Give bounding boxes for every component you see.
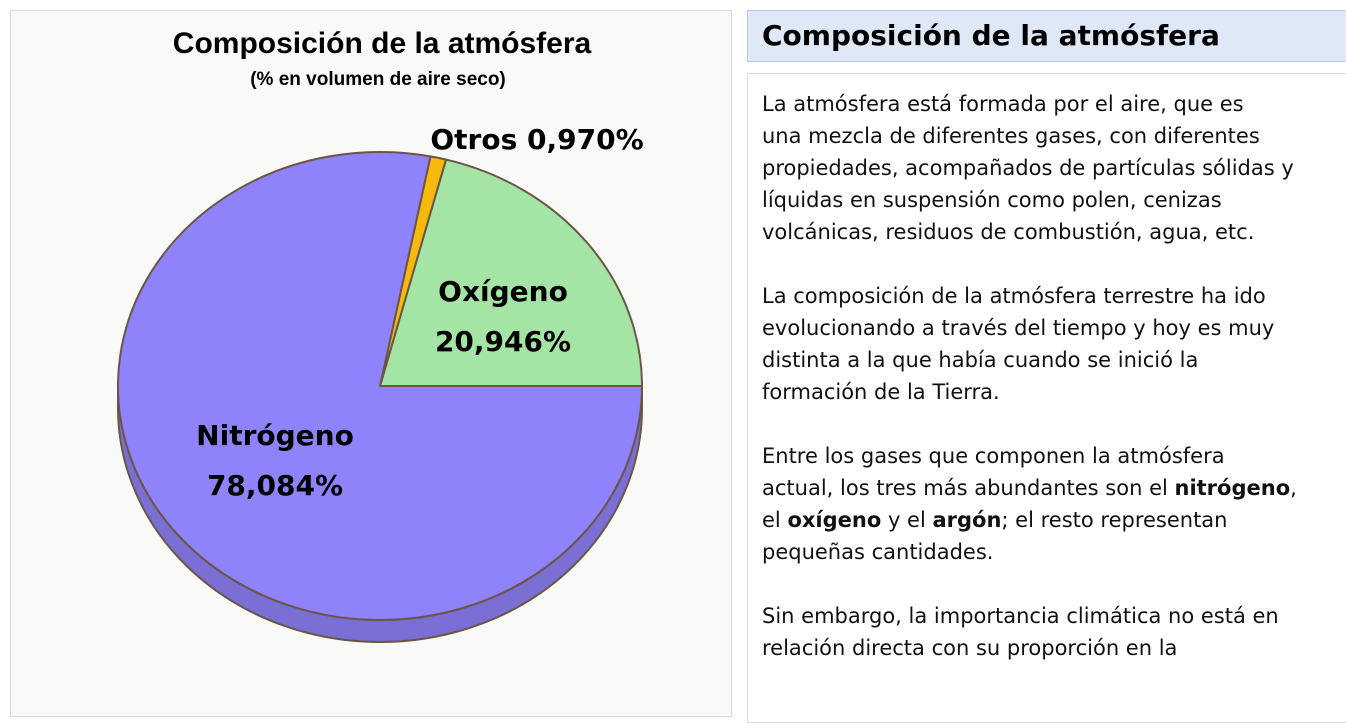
p3-text: ; el resto representan <box>1001 508 1228 532</box>
pie-slice-nitrógeno <box>117 151 643 621</box>
p3-line: pequeñas cantidades. <box>762 540 994 564</box>
label-nitrogeno-name: Nitrógeno <box>196 419 354 452</box>
bold-nitrogeno: nitrógeno <box>1174 476 1291 500</box>
bold-oxigeno: oxígeno <box>787 508 882 532</box>
p3-text: actual, los tres más abundantes son el <box>762 476 1175 500</box>
paragraph-2: La composición de la atmósfera terrestre… <box>762 280 1274 408</box>
label-oxigeno-name: Oxígeno <box>438 275 568 308</box>
info-body: La atmósfera está formada por el aire, q… <box>747 73 1346 723</box>
label-otros: Otros 0,970% <box>430 123 643 156</box>
chart-panel: Composición de la atmósfera (% en volume… <box>10 10 732 717</box>
info-header: Composición de la atmósfera <box>747 10 1346 62</box>
p3-text: y el <box>881 508 933 532</box>
p3-text: , <box>1290 476 1297 500</box>
p4-line: relación directa con su proporción en la <box>762 636 1178 660</box>
pie-slice-oxígeno <box>379 158 643 387</box>
p1-line: La atmósfera está formada por el aire, q… <box>762 92 1244 116</box>
p1-line: propiedades, acompañados de partículas s… <box>762 156 1294 180</box>
p4-line: Sin embargo, la importancia climática no… <box>762 604 1279 628</box>
p2-line: distinta a la que había cuando se inició… <box>762 348 1199 372</box>
p3-line: Entre los gases que componen la atmósfer… <box>762 444 1225 468</box>
p2-line: La composición de la atmósfera terrestre… <box>762 284 1266 308</box>
pie-chart: Composición de la atmósfera (% en volume… <box>117 27 644 643</box>
paragraph-3: Entre los gases que componen la atmósfer… <box>762 440 1297 568</box>
p2-line: evolucionando a través del tiempo y hoy … <box>762 316 1275 340</box>
chart-title: Composición de la atmósfera <box>173 27 592 60</box>
paragraph-4: Sin embargo, la importancia climática no… <box>762 600 1279 664</box>
info-title: Composición de la atmósfera <box>762 19 1220 52</box>
p3-text: el <box>762 508 788 532</box>
paragraph-1: La atmósfera está formada por el aire, q… <box>762 88 1294 248</box>
bold-argon: argón <box>932 508 1002 532</box>
p1-line: líquidas en suspensión como polen, ceniz… <box>762 188 1222 212</box>
chart-subtitle: (% en volumen de aire seco) <box>250 69 506 90</box>
p2-line: formación de la Tierra. <box>762 380 1000 404</box>
p1-line: una mezcla de diferentes gases, con dife… <box>762 124 1260 148</box>
label-nitrogeno-value: 78,084% <box>207 469 343 502</box>
p1-line: volcánicas, residuos de combustión, agua… <box>762 220 1255 244</box>
label-oxigeno-value: 20,946% <box>435 325 571 358</box>
pie-slices <box>117 151 643 643</box>
